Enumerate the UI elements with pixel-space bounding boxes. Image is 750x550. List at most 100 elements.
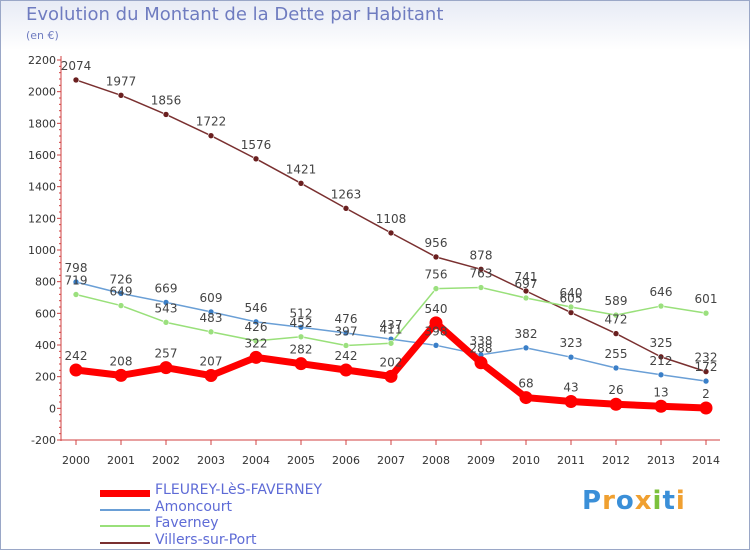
x-tick-label: 2007 — [377, 454, 405, 467]
legend-label-villers: Villers-sur-Port — [155, 531, 257, 548]
data-label: 452 — [290, 316, 313, 330]
data-point — [612, 364, 620, 372]
data-label: 13 — [653, 385, 668, 399]
data-label: 426 — [245, 320, 268, 334]
data-label: 172 — [695, 360, 718, 374]
data-label: 257 — [155, 347, 178, 361]
data-point — [252, 337, 260, 345]
data-label: 546 — [245, 301, 268, 315]
data-label: 741 — [515, 270, 538, 284]
y-tick-label: 1600 — [28, 149, 56, 162]
data-label: 1421 — [286, 162, 317, 176]
data-point — [609, 397, 623, 411]
data-label: 208 — [110, 354, 133, 368]
legend-label-fleurey: FLEUREY-LèS-FAVERNEY — [155, 482, 323, 498]
data-label: 543 — [155, 301, 178, 315]
data-point — [297, 180, 305, 187]
data-point — [162, 299, 170, 306]
legend-swatch-fleurey — [100, 490, 150, 497]
data-point — [702, 368, 710, 375]
data-label: 212 — [650, 354, 673, 368]
data-point — [429, 316, 443, 330]
data-label: 242 — [335, 349, 358, 363]
data-point — [612, 330, 620, 337]
data-label: 26 — [608, 383, 623, 397]
data-point — [69, 363, 83, 377]
logo-letter: i — [675, 486, 686, 516]
data-label: 323 — [560, 336, 583, 350]
data-point — [387, 339, 395, 347]
data-point — [162, 319, 170, 326]
data-point — [657, 302, 665, 310]
data-point — [342, 342, 350, 349]
x-tick-label: 2011 — [557, 454, 585, 467]
data-point — [657, 371, 665, 379]
logo-letter: t — [662, 486, 676, 516]
data-point — [522, 287, 530, 295]
data-label: 589 — [605, 294, 628, 308]
chart-subtitle: (en €) — [26, 29, 59, 42]
legend-swatch-faverney — [100, 525, 150, 527]
data-label: 649 — [110, 285, 133, 299]
y-tick-label: 1800 — [28, 117, 56, 130]
data-point — [114, 368, 128, 382]
data-point — [474, 356, 488, 370]
x-tick-label: 2006 — [332, 454, 360, 467]
data-point — [342, 329, 350, 337]
logo-letter: i — [652, 486, 663, 516]
data-label: 605 — [560, 292, 583, 306]
data-point — [72, 76, 80, 84]
data-point — [117, 290, 125, 297]
x-tick-label: 2010 — [512, 454, 540, 467]
data-point — [387, 229, 395, 237]
data-label: 1856 — [151, 93, 182, 107]
x-tick-label: 2000 — [62, 454, 90, 467]
data-label: 640 — [560, 286, 583, 300]
data-label: 697 — [515, 277, 538, 291]
data-label: 719 — [65, 273, 88, 287]
proxiti-logo: Proxiti — [582, 486, 686, 516]
y-tick-label: -200 — [31, 434, 56, 447]
data-point — [297, 333, 305, 341]
y-tick-label: 1400 — [28, 181, 56, 194]
data-point — [342, 205, 350, 212]
data-label: 255 — [605, 347, 628, 361]
data-label: 325 — [650, 336, 673, 350]
data-point — [72, 291, 80, 298]
data-label: 798 — [65, 261, 88, 275]
data-point — [702, 309, 710, 317]
data-label: 763 — [470, 267, 493, 281]
data-label: 601 — [695, 292, 718, 306]
data-label: 726 — [110, 272, 133, 286]
chart-title: Evolution du Montant de la Dette par Hab… — [26, 4, 444, 25]
legend-swatch-amoncourt — [100, 508, 150, 511]
data-point — [252, 318, 260, 326]
logo-letter: x — [634, 486, 653, 516]
x-tick-label: 2008 — [422, 454, 450, 467]
data-point — [567, 309, 575, 316]
data-point — [117, 302, 125, 309]
data-label: 322 — [245, 336, 268, 350]
data-label: 1576 — [241, 138, 272, 152]
data-point — [567, 303, 575, 311]
data-label: 1977 — [106, 74, 137, 88]
x-tick-label: 2012 — [602, 454, 630, 467]
data-label: 1108 — [376, 212, 407, 226]
data-point — [249, 350, 263, 364]
data-label: 512 — [290, 306, 313, 320]
y-tick-label: 400 — [35, 339, 56, 352]
data-label: 646 — [650, 285, 673, 299]
x-tick-label: 2004 — [242, 454, 270, 467]
data-point — [519, 391, 533, 405]
data-label: 43 — [563, 381, 578, 395]
logo-letter: r — [602, 486, 616, 516]
legend-label-faverney: Faverney — [155, 515, 219, 531]
data-label: 398 — [425, 324, 448, 338]
x-tick-label: 2014 — [692, 454, 720, 467]
data-label: 476 — [335, 312, 358, 326]
data-label: 956 — [425, 236, 448, 250]
data-point — [72, 278, 80, 286]
data-label: 756 — [425, 268, 448, 282]
data-point — [699, 401, 713, 415]
